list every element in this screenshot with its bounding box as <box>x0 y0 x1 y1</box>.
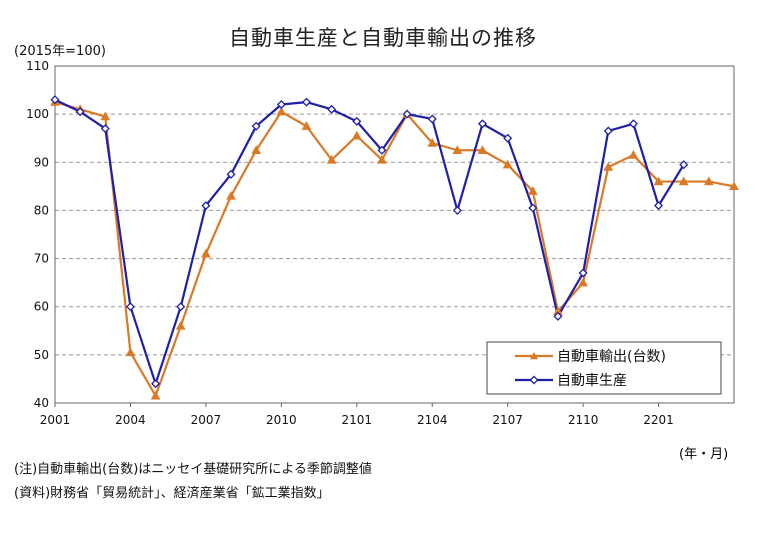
data-point-exports <box>452 145 463 154</box>
y-axis-unit-label: (2015年=100) <box>14 44 106 59</box>
legend-swatch-marker <box>529 375 539 385</box>
data-point-exports <box>578 277 588 287</box>
data-point-production <box>654 201 664 211</box>
data-point-production <box>327 104 337 114</box>
legend-label-production: 自動車生産 <box>557 372 627 389</box>
data-point-exports <box>175 320 186 330</box>
data-point-production <box>176 302 186 312</box>
legend-label-exports: 自動車輸出(台数) <box>557 348 666 365</box>
data-point-production <box>201 201 211 211</box>
y-tick-label: 80 <box>34 203 49 217</box>
data-point-production <box>276 99 286 110</box>
x-tick-label: 2004 <box>115 413 146 427</box>
x-tick-label: 2104 <box>417 413 448 427</box>
data-point-production <box>301 97 312 107</box>
data-point-exports <box>527 186 538 195</box>
data-point-exports <box>125 347 136 357</box>
data-point-production <box>452 205 462 215</box>
data-point-exports <box>704 176 714 186</box>
y-tick-label: 110 <box>26 59 49 73</box>
series-line-exports <box>54 101 735 397</box>
legend-swatch-marker <box>530 352 538 360</box>
data-point-production <box>75 107 85 117</box>
data-point-exports <box>477 145 488 154</box>
data-point-exports <box>603 162 614 171</box>
series-markers <box>50 95 739 400</box>
x-tick-label: 2101 <box>342 413 373 427</box>
chart-title: 自動車生産と自動車輸出の推移 <box>229 26 537 50</box>
data-point-exports <box>276 106 287 116</box>
data-point-production <box>377 145 387 155</box>
data-point-exports <box>100 111 111 121</box>
y-tick-label: 50 <box>34 348 49 362</box>
data-point-production <box>100 124 110 134</box>
series-line-production <box>54 98 685 385</box>
data-point-production <box>50 95 60 105</box>
axes <box>54 65 735 407</box>
data-point-exports <box>628 150 639 159</box>
x-tick-label: 2010 <box>266 413 297 427</box>
y-tick-label: 40 <box>34 396 49 410</box>
data-point-production <box>679 160 689 170</box>
data-point-production <box>402 109 412 119</box>
data-point-production <box>125 302 135 312</box>
data-point-exports <box>226 190 236 200</box>
legend-box <box>486 341 722 395</box>
data-point-production <box>427 114 437 124</box>
data-point-exports <box>301 121 312 130</box>
data-point-exports <box>377 154 387 164</box>
data-point-exports <box>351 130 362 140</box>
data-point-production <box>628 119 638 129</box>
legend: 自動車輸出(台数) 自動車生産 <box>486 341 722 395</box>
data-point-production <box>352 116 362 126</box>
data-point-exports <box>729 181 739 191</box>
x-tick-label: 2007 <box>191 413 222 427</box>
plot-frame <box>54 65 735 404</box>
data-point-production <box>226 169 236 179</box>
note-source: (資料)財務省「貿易統計」、経済産業省「鉱工業指数」 <box>14 486 330 501</box>
gridlines <box>55 113 734 356</box>
data-point-exports <box>326 154 337 164</box>
series-lines <box>54 98 735 397</box>
data-point-exports <box>427 137 438 147</box>
data-point-exports <box>150 390 161 400</box>
data-point-exports <box>653 176 664 186</box>
data-point-exports <box>678 176 689 186</box>
data-point-production <box>603 126 613 136</box>
data-point-production <box>578 268 588 278</box>
x-tick-label: 2110 <box>568 413 599 427</box>
data-point-production <box>553 311 563 321</box>
data-point-production <box>503 133 513 143</box>
data-point-exports <box>201 248 211 258</box>
x-tick-label: 2201 <box>643 413 674 427</box>
y-tick-label: 100 <box>26 107 49 121</box>
y-tick-label: 90 <box>34 155 49 169</box>
data-point-production <box>528 203 538 213</box>
x-axis-unit-label: (年・月) <box>679 447 729 462</box>
tick-labels: 40 50 60 70 80 90 100 110 2001 2004 2007 2010 2101 21… <box>26 59 674 427</box>
x-tick-label: 2107 <box>492 413 523 427</box>
data-point-production <box>477 119 488 129</box>
note-seasonal-adjustment: (注)自動車輸出(台数)はニッセイ基礎研究所による季節調整値 <box>14 462 372 477</box>
data-point-production <box>251 121 261 131</box>
y-tick-label: 70 <box>34 252 49 266</box>
data-point-exports <box>502 159 513 169</box>
data-point-exports <box>251 145 262 154</box>
y-tick-label: 60 <box>34 300 49 314</box>
data-point-production <box>151 379 161 389</box>
x-tick-label: 2001 <box>40 413 71 427</box>
